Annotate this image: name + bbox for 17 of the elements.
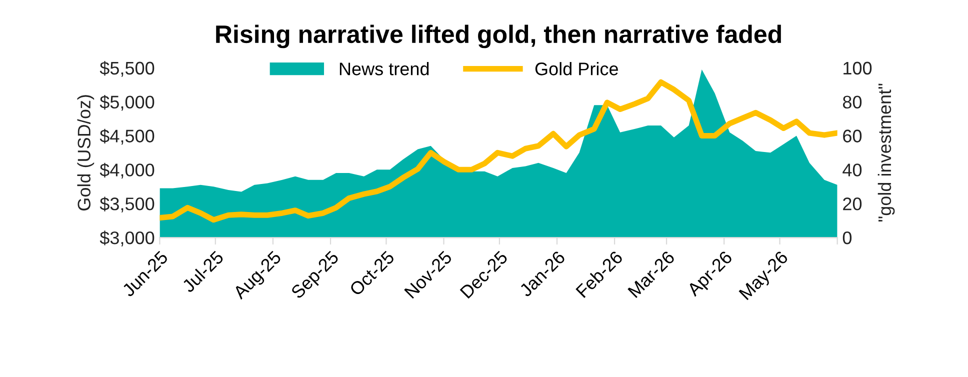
y-tick-label: $5,500 xyxy=(100,61,154,77)
y-tick-label: $3,000 xyxy=(100,230,154,246)
y2-axis-title: "gold investment" xyxy=(878,84,895,222)
y-tick-label: $3,500 xyxy=(100,196,154,212)
y2-tick-label: 40 xyxy=(842,164,862,176)
legend-label: News trend xyxy=(340,62,429,76)
y2-tick-label: 20 xyxy=(843,198,862,210)
y-tick-label: $5,000 xyxy=(100,94,154,111)
y-axis-title: Gold (USD/oz) xyxy=(77,95,94,210)
y2-tick-label: 0 xyxy=(842,231,852,244)
y-tick-label: $4,500 xyxy=(100,128,154,145)
legend-label: Gold Price xyxy=(535,62,618,76)
chart-title: Rising narrative lifted gold, then narrative faded xyxy=(216,24,781,48)
y-tick-label: $4,000 xyxy=(100,162,154,179)
y2-tick-label: 100 xyxy=(844,62,872,75)
y2-tick-label: 60 xyxy=(843,130,862,142)
y2-tick-label: 80 xyxy=(842,96,862,109)
